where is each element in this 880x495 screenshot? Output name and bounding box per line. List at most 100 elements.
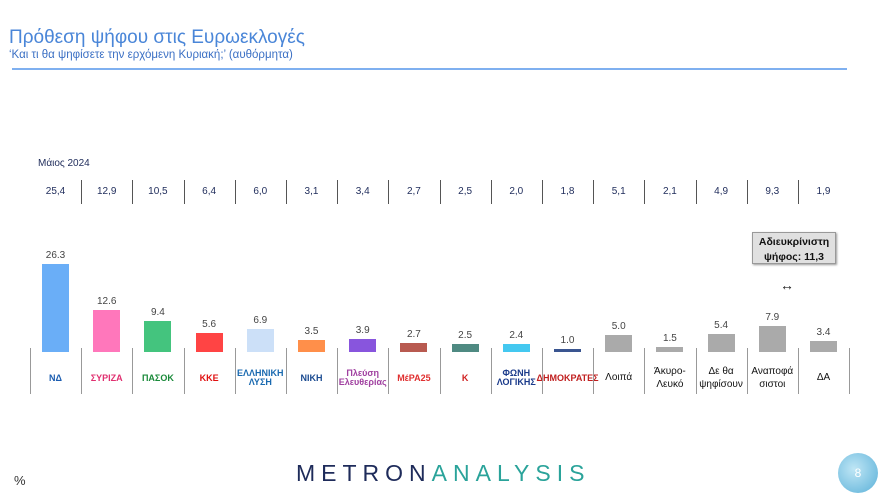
comparison-label: Μάιος 2024: [38, 158, 90, 169]
chart-subtitle: ‘Και τι θα ψηφίσετε την ερχόμενη Κυριακή…: [9, 49, 293, 61]
category-label: ΦΩΝΗ ΛΟΓΙΚΗΣ: [491, 360, 542, 396]
axis-separator: [593, 348, 595, 394]
bar-value-label: 2.5: [458, 329, 473, 341]
bar-value-label: 1.5: [662, 332, 677, 344]
category-label: ΔΗΜΟΚΡΑΤΕΣ: [537, 360, 599, 396]
party-logo: ΠΑΣΟΚ: [141, 372, 174, 383]
annotation-line2: ψήφος: 11,3: [764, 251, 824, 263]
comparison-value: 2,0: [509, 186, 524, 197]
party-logo: ΚΚΕ: [199, 372, 219, 383]
category-label: Κ: [440, 360, 491, 396]
bar: [144, 320, 172, 352]
bar: [656, 346, 684, 352]
category-label: ΣΥΡΙΖΑ: [81, 360, 132, 396]
comparison-value: 3,1: [304, 186, 319, 197]
brand-part2: ANALYSIS: [431, 460, 591, 486]
comparison-value: 2,1: [662, 186, 677, 197]
column-separator: [132, 180, 134, 204]
bar-value-label: 5.0: [611, 321, 626, 333]
comparison-value: 2,5: [458, 186, 473, 197]
bar-value-label: 5.6: [202, 319, 217, 331]
comparison-value: 9,3: [765, 186, 780, 197]
category-label: ΔΑ: [798, 360, 849, 396]
comparison-value: 1,8: [560, 186, 575, 197]
column-separator: [234, 180, 236, 204]
column-separator: [183, 180, 185, 204]
party-logo: ΜέΡΑ25: [397, 372, 431, 383]
column-separator: [81, 180, 83, 204]
column-separator: [593, 180, 595, 204]
category-text: Δε θα ψηφίσουν: [699, 365, 743, 391]
brand-part1: METRON: [296, 460, 432, 486]
comparison-value: 3,4: [355, 186, 370, 197]
category-label: Δε θα ψηφίσουν: [696, 360, 747, 396]
comparison-value: 25,4: [45, 186, 66, 197]
column-separator: [746, 180, 748, 204]
party-logo: ΔΗΜΟΚΡΑΤΕΣ: [536, 372, 599, 383]
party-logo: Κ: [461, 372, 469, 383]
bar-value-label: 9.4: [150, 306, 165, 318]
bar-value-label: 1.0: [560, 334, 575, 346]
column-separator: [337, 180, 339, 204]
category-label: ΝΙΚΗ: [286, 360, 337, 396]
party-logo: ΝΙΚΗ: [300, 372, 323, 383]
axis-separator: [132, 348, 134, 394]
bar: [349, 338, 377, 352]
bar: [758, 325, 786, 352]
comparison-value: 12,9: [96, 186, 117, 197]
bar-value-label: 2.4: [509, 329, 524, 341]
title-divider: [12, 68, 847, 70]
bar-value-label: 6.9: [253, 314, 268, 326]
category-label: ΜέΡΑ25: [388, 360, 439, 396]
bar: [502, 343, 530, 352]
party-logo: ΣΥΡΙΖΑ: [90, 372, 123, 383]
page-number: 8: [838, 453, 878, 493]
axis-separator: [388, 348, 390, 394]
unit-label: %: [14, 473, 26, 488]
column-separator: [388, 180, 390, 204]
column-separator: [286, 180, 287, 204]
annotation-box: Αδιευκρίνιστη ψήφος: 11,3: [752, 232, 836, 264]
bar-value-label: 3.9: [355, 324, 370, 336]
party-logo: ΝΔ: [49, 372, 62, 383]
comparison-value: 6,4: [202, 186, 217, 197]
chart-title: Πρόθεση ψήφου στις Ευρωεκλογές: [9, 27, 305, 48]
comparison-value: 6,0: [253, 186, 268, 197]
axis-separator: [183, 348, 185, 394]
category-label: Πλεύση Ελευθερίας: [337, 360, 388, 396]
bar: [298, 340, 325, 352]
party-logo: ΦΩΝΗ ΛΟΓΙΚΗΣ: [496, 368, 536, 387]
bar: [42, 263, 69, 352]
bar: [451, 343, 479, 352]
bar: [195, 333, 223, 352]
bar: [605, 335, 633, 352]
axis-separator: [234, 348, 236, 394]
brand-logo: METRONANALYSIS: [296, 460, 590, 487]
column-separator: [798, 180, 799, 204]
axis-separator: [644, 348, 646, 394]
column-separator: [695, 180, 697, 204]
comparison-value: 10,5: [148, 186, 168, 197]
bar-value-label: 2.7: [406, 328, 421, 340]
category-label: Αναποφά σιστοι: [747, 360, 798, 396]
bar: [246, 328, 274, 352]
axis-separator: [542, 348, 543, 394]
column-separator: [542, 180, 543, 204]
category-label: Λοιπά: [593, 360, 644, 396]
comparison-value: 2,7: [406, 186, 421, 197]
column-separator: [439, 180, 441, 204]
bar: [93, 309, 121, 352]
axis-separator: [695, 348, 697, 394]
category-text: Άκυρο-Λευκό: [654, 365, 686, 391]
bar-value-label: 7.9: [765, 311, 780, 323]
axis-separator: [849, 348, 851, 394]
double-arrow-icon: ↔: [780, 277, 794, 293]
bar-value-label: 26.3: [45, 249, 66, 261]
category-label: Άκυρο-Λευκό: [644, 360, 695, 396]
axis-separator: [798, 348, 799, 394]
category-label: ΠΑΣΟΚ: [132, 360, 183, 396]
axis-separator: [337, 348, 339, 394]
axis-separator: [81, 348, 83, 394]
category-text: Αναποφά σιστοι: [751, 365, 794, 391]
column-separator: [644, 180, 646, 204]
